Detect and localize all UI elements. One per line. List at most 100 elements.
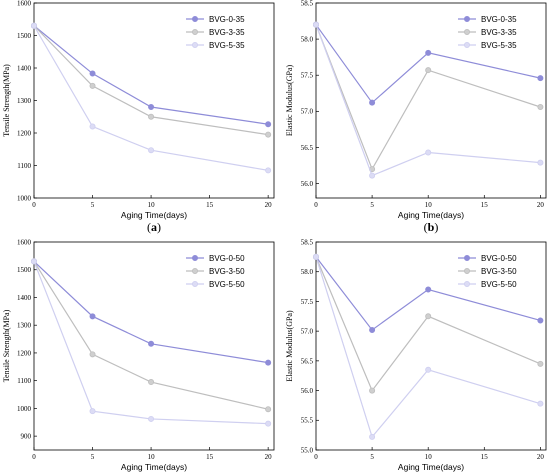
y-tick-label: 1600: [17, 238, 32, 246]
data-point: [89, 82, 96, 89]
x-axis-label: Aging Time(days): [398, 210, 464, 220]
legend-label: BVG-5-50: [209, 280, 245, 289]
series-line: [315, 256, 541, 392]
series-line: [33, 25, 269, 125]
data-point: [425, 366, 432, 373]
legend-swatch-marker: [463, 28, 470, 35]
data-point: [148, 379, 155, 386]
y-tick-label: 1000: [17, 194, 32, 202]
data-point: [265, 420, 272, 427]
data-point: [265, 121, 272, 128]
plot-frame: [315, 241, 547, 451]
data-point: [265, 131, 272, 138]
y-tick-label: 56.0: [301, 180, 314, 188]
legend-label: BVG-0-35: [209, 15, 245, 24]
y-tick-label: 55.0: [301, 446, 314, 454]
data-point: [265, 359, 272, 366]
y-tick-label: 1100: [17, 162, 31, 170]
data-point: [369, 326, 376, 333]
y-tick-label: 58.5: [301, 238, 314, 246]
data-point: [89, 70, 96, 77]
x-tick-label: 5: [91, 453, 95, 461]
legend-swatch-marker: [191, 42, 198, 49]
data-point: [425, 149, 432, 156]
y-tick-label: 56.5: [301, 357, 314, 365]
x-tick-label: 5: [370, 201, 374, 209]
y-tick-label: 1500: [17, 266, 32, 274]
y-tick-label: 57.0: [301, 328, 314, 336]
data-point: [89, 123, 96, 130]
y-tick-label: 55.5: [301, 417, 314, 425]
series-line: [33, 25, 269, 171]
legend-label: BVG-0-35: [481, 15, 517, 24]
legend-swatch-marker: [463, 42, 470, 49]
series-line: [33, 25, 269, 136]
x-tick-label: 10: [425, 453, 433, 461]
panel-label: (b): [424, 220, 439, 234]
data-point: [312, 21, 319, 28]
y-tick-label: 1100: [17, 377, 31, 385]
y-axis-label: Tensile Strength(MPa): [2, 309, 11, 382]
x-axis-label: Aging Time(days): [121, 210, 187, 220]
data-point: [30, 22, 37, 29]
y-tick-label: 56.5: [301, 144, 314, 152]
chart-panel-c: 0 5 10 15 20 900 1000 1100 1200 1300 1400 1500 1600 A…: [2, 238, 275, 473]
legend-label: BVG-0-50: [209, 254, 245, 263]
data-point: [369, 99, 376, 106]
data-point: [369, 172, 376, 179]
data-point: [537, 75, 544, 82]
y-tick-label: 1300: [17, 97, 32, 105]
x-tick-label: 5: [370, 453, 374, 461]
data-point: [89, 351, 96, 358]
legend-swatch-marker: [463, 267, 470, 274]
legend-label: BVG-5-35: [481, 41, 517, 50]
x-tick-label: 15: [206, 453, 214, 461]
y-axis-label: Elastic Modulus(GPa): [285, 310, 294, 382]
legend-swatch-marker: [191, 280, 198, 287]
y-axis-label: Tensile Strength(MPa): [2, 64, 11, 137]
legend-label: BVG-0-50: [481, 254, 517, 263]
y-tick-label: 1300: [17, 322, 32, 330]
y-tick-label: 1400: [17, 294, 32, 302]
legend-swatch-marker: [463, 254, 470, 261]
x-tick-label: 10: [148, 453, 156, 461]
y-tick-label: 1500: [17, 32, 32, 40]
series-line: [315, 24, 541, 104]
series-line: [315, 24, 541, 177]
y-tick-label: 58.0: [301, 36, 314, 44]
series-line: [315, 24, 541, 171]
plot-frame: [315, 2, 547, 199]
y-tick-label: 1400: [17, 64, 32, 72]
y-tick-label: 1600: [17, 0, 32, 7]
y-tick-label: 1200: [17, 129, 32, 137]
data-point: [148, 340, 155, 347]
legend-label: BVG-5-50: [481, 280, 517, 289]
data-point: [148, 415, 155, 422]
y-tick-label: 58.5: [301, 0, 314, 7]
legend-swatch-marker: [463, 15, 470, 22]
x-axis-label: Aging Time(days): [121, 462, 187, 472]
y-tick-label: 57.5: [301, 72, 314, 80]
data-point: [369, 387, 376, 394]
y-tick-label: 57.5: [301, 298, 314, 306]
x-tick-label: 20: [537, 453, 545, 461]
x-tick-label: 10: [425, 201, 433, 209]
data-point: [537, 159, 544, 166]
legend-swatch-marker: [191, 254, 198, 261]
x-tick-label: 0: [314, 453, 318, 461]
legend-label: BVG-3-50: [209, 267, 245, 276]
data-point: [89, 408, 96, 415]
y-axis-label: Elastic Modulus(GPa): [285, 65, 294, 137]
data-point: [369, 433, 376, 440]
chart-panel-a: 0 5 10 15 20 1000 1100 1200 1300 1400 1500 1600 Agin…: [2, 0, 275, 234]
series-line: [315, 256, 541, 331]
data-point: [148, 147, 155, 154]
x-tick-label: 20: [537, 201, 545, 209]
x-tick-label: 15: [481, 453, 489, 461]
y-tick-label: 58.0: [301, 268, 314, 276]
legend-swatch-marker: [191, 267, 198, 274]
data-point: [425, 286, 432, 293]
legend-label: BVG-3-35: [209, 28, 245, 37]
data-point: [30, 258, 37, 265]
